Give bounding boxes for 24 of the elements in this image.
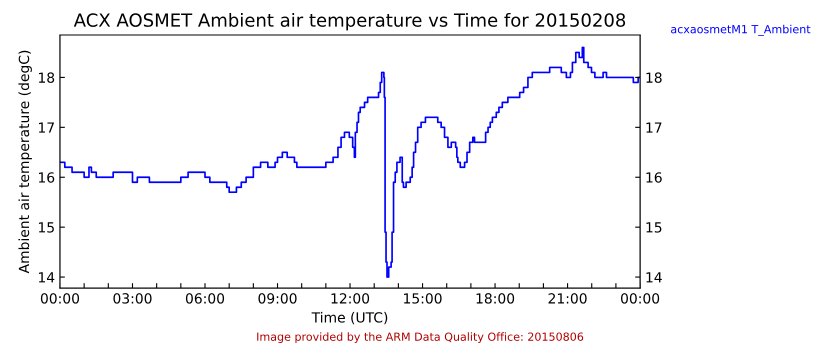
y-axis-title: Ambient air temperature (degC) <box>18 50 32 274</box>
x-tick-label: 21:00 <box>548 293 587 304</box>
y-tick-label: 18 <box>38 72 54 83</box>
x-axis-title: Time (UTC) <box>312 312 388 324</box>
chart-title: ACX AOSMET Ambient air temperature vs Time for 20150208 <box>74 12 626 30</box>
y2-tick-label: 16 <box>646 172 662 183</box>
y-tick-label: 16 <box>38 172 54 183</box>
x-tick-label: 15:00 <box>404 293 442 304</box>
y2-tick-label: 17 <box>646 122 662 133</box>
x-tick-label: 00:00 <box>40 293 80 304</box>
x-tick-label: 00:00 <box>620 293 660 304</box>
text: Image provided by the ARM Data Quality Office: 20150806 <box>257 332 584 343</box>
text: acxaosmetM1 T_Ambient <box>671 24 810 36</box>
y-tick-label: 15 <box>38 222 54 233</box>
y2-tick-label: 14 <box>646 272 662 282</box>
y2-tick-label: 18 <box>646 72 662 83</box>
x-tick-label: 06:00 <box>186 293 224 304</box>
x-tick-label: 12:00 <box>332 293 370 304</box>
x-tick-label: 18:00 <box>476 293 514 304</box>
x-tick-label: 03:00 <box>113 293 152 304</box>
y-tick-label: 14 <box>38 272 54 282</box>
y2-tick-label: 15 <box>646 222 662 233</box>
y-tick-label: 17 <box>38 122 54 133</box>
x-tick-label: 09:00 <box>258 293 297 304</box>
